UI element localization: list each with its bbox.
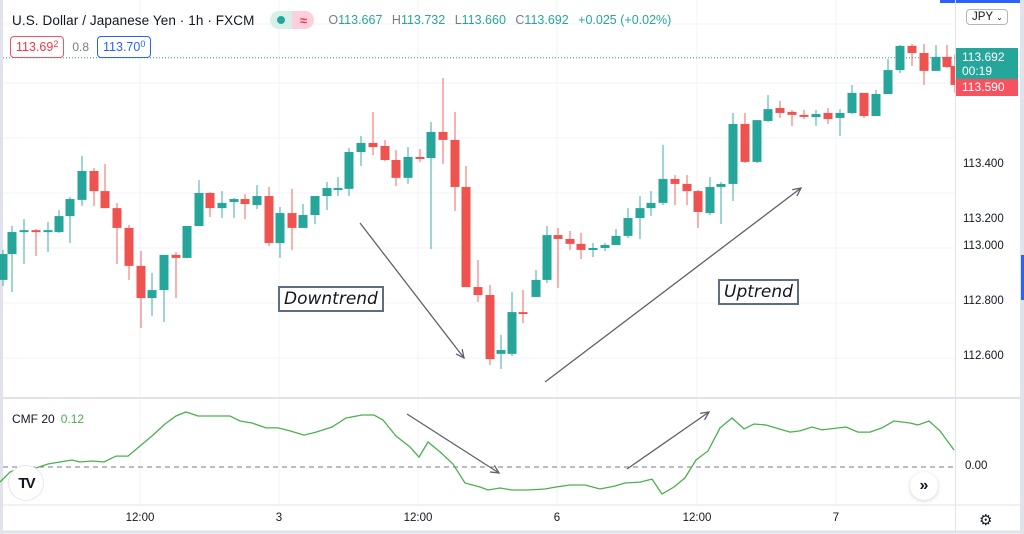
market-open-dot-icon <box>270 11 293 29</box>
cmf-down-arrow[interactable] <box>406 413 501 474</box>
right-panel-accent <box>1021 255 1024 300</box>
drawing-overlays[interactable] <box>359 187 803 474</box>
symbol-legend: U.S. Dollar / Japanese Yen · 1h · FXCM ≈… <box>12 11 671 29</box>
change-value: +0.025 (+0.02%) <box>578 13 672 27</box>
y-tick: 113.400 <box>963 158 1004 170</box>
tradingview-logo-icon[interactable]: TV <box>9 466 43 500</box>
last-price: 113.692 <box>962 50 1005 64</box>
open-label: O <box>328 13 339 27</box>
y-tick: 112.600 <box>963 350 1004 362</box>
x-tick: 7 <box>832 512 840 524</box>
cmf-zero-tick: 0.00 <box>965 460 988 472</box>
buy-price: 113.70 <box>103 40 141 54</box>
cmf-name: CMF 20 <box>12 412 55 426</box>
buy-pip: 0 <box>140 39 146 49</box>
ohlc-values: O113.667 H113.732 L113.660 C113.692 +0.0… <box>328 13 671 27</box>
currency-label: JPY <box>972 11 994 23</box>
status-pill[interactable]: ≈ <box>270 11 315 29</box>
scroll-to-realtime-button[interactable]: » <box>910 472 938 500</box>
cmf-value: 0.12 <box>60 412 85 426</box>
sell-price: 113.69 <box>16 40 54 54</box>
price-candles <box>0 43 960 369</box>
trade-quotes: 113.692 0.8 113.700 <box>10 36 152 58</box>
cmf-indicator-pane <box>0 411 955 495</box>
spread-value: 0.8 <box>72 40 90 54</box>
high-label: H <box>391 13 401 27</box>
bid-price-label: 113.590 <box>956 79 1018 96</box>
y-tick: 112.800 <box>963 295 1004 307</box>
close-value: 113.692 <box>524 13 569 27</box>
open-value: 113.667 <box>338 13 383 27</box>
uptrend-arrow[interactable] <box>544 187 803 383</box>
uptrend-label[interactable]: Uptrend <box>718 279 799 305</box>
cmf-up-arrow[interactable] <box>626 411 711 470</box>
y-tick: 113.200 <box>963 213 1004 225</box>
low-label: L <box>454 13 462 27</box>
x-tick: 12:00 <box>403 512 433 524</box>
sell-button[interactable]: 113.692 <box>10 36 65 58</box>
gear-icon[interactable]: ⚙ <box>979 512 993 529</box>
x-tick: 12:00 <box>682 512 712 524</box>
approx-wave-icon: ≈ <box>292 11 315 29</box>
symbol-title[interactable]: U.S. Dollar / Japanese Yen · 1h · FXCM <box>12 12 255 28</box>
last-price-label: 113.692 00:19 <box>956 48 1018 79</box>
downtrend-arrow[interactable] <box>359 222 465 360</box>
close-label: C <box>515 13 525 27</box>
top-toolbar-accent <box>940 0 1020 3</box>
buy-button[interactable]: 113.700 <box>97 36 152 58</box>
x-tick: 6 <box>553 512 561 524</box>
x-tick: 12:00 <box>125 512 155 524</box>
grid-lines <box>3 0 955 505</box>
sell-pip: 2 <box>53 39 59 49</box>
currency-selector[interactable]: JPY ⌄ <box>966 9 1008 25</box>
x-tick: 3 <box>275 512 283 524</box>
cmf-legend[interactable]: CMF 20 0.12 <box>12 412 84 426</box>
chevron-down-icon: ⌄ <box>996 12 1003 22</box>
y-tick: 113.000 <box>963 240 1004 252</box>
low-value: 113.660 <box>461 13 506 27</box>
bar-countdown: 00:19 <box>962 64 993 78</box>
high-value: 113.732 <box>400 13 446 27</box>
downtrend-label[interactable]: Downtrend <box>278 286 384 312</box>
